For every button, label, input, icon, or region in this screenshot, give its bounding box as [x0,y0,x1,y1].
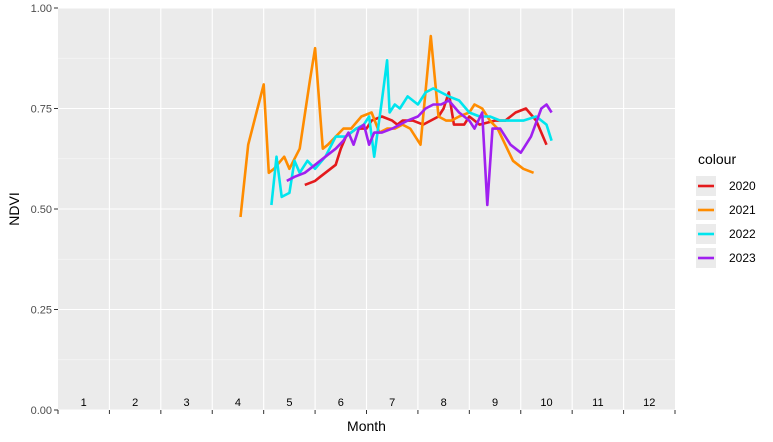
y-tick-label: 0.50 [31,204,52,216]
month-label: 9 [492,397,498,409]
month-label: 2 [132,397,138,409]
y-tick-label: 0.75 [31,104,52,116]
month-label: 4 [235,397,241,409]
legend-label-2022: 2022 [729,227,756,241]
month-label: 7 [389,397,395,409]
month-label: 3 [183,397,189,409]
month-label: 6 [338,397,344,409]
series-line-2021 [239,34,535,218]
legend-label-2020: 2020 [729,179,756,193]
month-label: 8 [441,397,447,409]
series-line-2023 [286,99,553,207]
y-tick-label: 1.00 [31,3,52,15]
month-labels: 1 2 3 4 5 6 7 8 9 10 11 12 [81,397,656,409]
x-axis [57,410,676,414]
y-axis-title: NDVI [6,192,22,225]
legend: colour 2020 2021 2022 2023 [696,151,756,268]
month-label: 1 [81,397,87,409]
y-axis: 0.00 0.25 0.50 0.75 1.00 [31,3,58,417]
month-label: 12 [643,397,655,409]
series-line-2022 [270,58,553,206]
legend-title: colour [698,151,736,167]
x-axis-title: Month [347,418,386,434]
month-label: 10 [540,397,552,409]
y-tick-label: 0.00 [31,405,52,417]
legend-label-2021: 2021 [729,203,756,217]
month-label: 11 [592,397,603,409]
y-tick-label: 0.25 [31,305,52,317]
month-label: 5 [286,397,292,409]
series-lines [239,34,553,218]
legend-label-2023: 2023 [729,251,756,265]
